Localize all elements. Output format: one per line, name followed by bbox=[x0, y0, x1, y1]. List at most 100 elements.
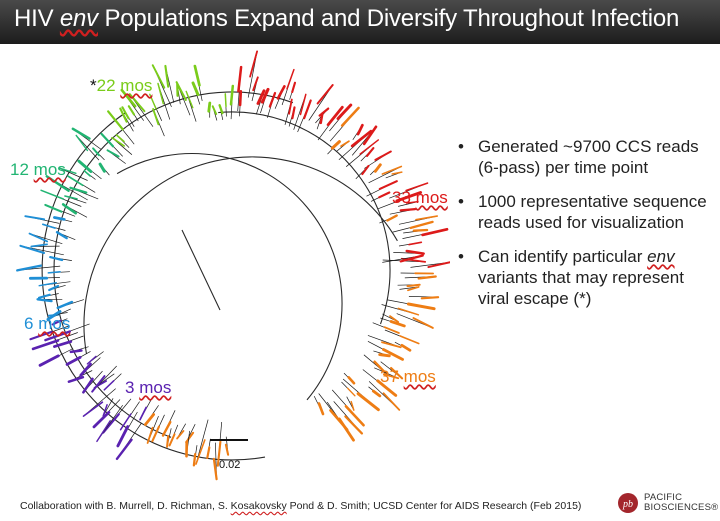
tree-leaf-cluster bbox=[391, 171, 403, 175]
tree-leaf-cluster bbox=[58, 167, 77, 175]
tree-leaf-cluster bbox=[291, 81, 297, 94]
tree-leaf-cluster bbox=[192, 453, 197, 467]
pacbio-logo-text: PACIFIC BIOSCIENCES® bbox=[644, 492, 719, 513]
tree-leaf-cluster bbox=[378, 353, 391, 358]
tree-leaf-cluster bbox=[16, 264, 43, 272]
bullet-list: Generated ~9700 CCS reads (6-pass) per t… bbox=[452, 136, 716, 322]
svg-text:pb: pb bbox=[622, 499, 633, 510]
tree-leaf-cluster bbox=[44, 330, 72, 342]
tree-leaf-cluster bbox=[38, 282, 57, 287]
tree-leaf-cluster bbox=[56, 300, 74, 310]
tree-leaf-cluster bbox=[371, 389, 382, 398]
tree-leaf-cluster bbox=[389, 320, 406, 328]
tree-leaf-cluster bbox=[206, 446, 211, 459]
tree-leaf-cluster bbox=[139, 406, 148, 421]
tree-leaf-cluster bbox=[51, 319, 62, 326]
tree-leaf-cluster bbox=[381, 165, 403, 175]
tree-leaf-cluster bbox=[350, 400, 355, 411]
tree-leaf-cluster bbox=[399, 254, 424, 263]
tree-leaf-cluster bbox=[103, 380, 115, 391]
tree-leaf-cluster bbox=[36, 298, 53, 303]
tree-leaf-cluster bbox=[383, 326, 400, 334]
tree-leaf-cluster bbox=[412, 317, 434, 329]
tree-leaf-cluster bbox=[83, 170, 91, 177]
tree-leaf-cluster bbox=[67, 375, 85, 383]
tree-leaf-cluster bbox=[29, 330, 53, 341]
bullet-item: Generated ~9700 CCS reads (6-pass) per t… bbox=[452, 136, 716, 178]
tree-leaf-cluster bbox=[336, 103, 353, 121]
tree-leaf-cluster bbox=[400, 343, 412, 352]
tree-leaf-cluster bbox=[299, 93, 307, 116]
tree-leaf-cluster bbox=[406, 302, 436, 311]
tree-leaf-cluster bbox=[38, 354, 60, 367]
tree-leaf-cluster bbox=[30, 243, 48, 248]
tree-leaf-cluster bbox=[92, 410, 111, 429]
timepoint-label-3: 3 mos bbox=[125, 378, 172, 397]
tree-leaf-cluster bbox=[249, 50, 259, 78]
tree-leaf-cluster bbox=[427, 261, 450, 269]
tree-leaf-cluster bbox=[417, 275, 437, 280]
tree-leaf-cluster bbox=[407, 286, 420, 292]
timepoint-label-12: 12 mos bbox=[10, 160, 66, 179]
tree-leaf-cluster bbox=[152, 108, 160, 126]
bullet-item: 1000 representative sequence reads used … bbox=[452, 191, 716, 233]
tree-leaf-cluster bbox=[207, 101, 212, 113]
tree-leaf-cluster bbox=[53, 216, 66, 221]
tree-leaf-cluster bbox=[191, 81, 200, 96]
tree-leaf-cluster bbox=[146, 426, 154, 444]
tree-leaf-cluster bbox=[252, 76, 259, 92]
tree-leaf-cluster bbox=[378, 191, 391, 199]
tree-leaf-cluster bbox=[330, 140, 341, 150]
tree-leaf-cluster bbox=[24, 215, 46, 221]
tree-leaf-cluster bbox=[361, 164, 370, 176]
tree-leaf-cluster bbox=[143, 413, 156, 426]
tree-leaf-cluster bbox=[41, 223, 56, 229]
title-bar: HIV env Populations Expand and Diversify… bbox=[0, 0, 720, 44]
tree-leaf-cluster bbox=[82, 401, 104, 417]
tree-leaf-cluster bbox=[211, 105, 218, 115]
tree-leaf-cluster bbox=[47, 271, 61, 274]
tree-leaf-cluster bbox=[55, 230, 68, 240]
tree-leaf-cluster bbox=[268, 91, 277, 108]
tree-leaf-cluster bbox=[86, 355, 97, 365]
tree-leaf-cluster bbox=[37, 293, 51, 299]
tree-leaf-cluster bbox=[397, 307, 420, 316]
tree-leaf-cluster bbox=[399, 207, 417, 212]
tree-leaf-cluster bbox=[216, 440, 222, 467]
tree-leaf-cluster bbox=[405, 182, 429, 192]
tree-leaf-cluster bbox=[362, 125, 378, 146]
tree-leaf-cluster bbox=[356, 392, 380, 412]
footer-credit: Collaboration with B. Murrell, D. Richma… bbox=[20, 500, 582, 512]
tree-leaf-cluster bbox=[376, 379, 398, 397]
tree-leaf-cluster bbox=[115, 134, 125, 143]
tree-leaf-cluster bbox=[373, 360, 387, 375]
tree-leaf-cluster bbox=[44, 203, 63, 213]
tree-leaf-cluster bbox=[120, 88, 137, 108]
tree-leaf-cluster bbox=[350, 129, 373, 148]
tree-leaf-cluster bbox=[409, 220, 434, 230]
tree-leaf-cluster bbox=[45, 175, 70, 192]
tree-leaf-cluster bbox=[49, 256, 64, 262]
tree-leaf-cluster bbox=[48, 284, 60, 292]
tree-leaf-cluster bbox=[193, 64, 201, 87]
tree-leaf-cluster bbox=[157, 82, 165, 105]
tree-leaf-cluster bbox=[346, 387, 356, 397]
tree-leaf-cluster bbox=[127, 105, 136, 116]
tree-leaf-cluster bbox=[64, 195, 78, 200]
tree-leaf-cluster bbox=[98, 162, 106, 173]
bullet-item: Can identify particular env variants tha… bbox=[452, 246, 716, 309]
tree-leaf-cluster bbox=[106, 149, 120, 158]
tree-leaf-cluster bbox=[111, 136, 125, 147]
tree-leaf-cluster bbox=[356, 123, 364, 136]
tree-leaf-cluster bbox=[82, 377, 94, 394]
tree-leaf-cluster bbox=[276, 85, 286, 100]
tree-leaf-cluster bbox=[344, 415, 364, 435]
tree-leaf-cluster bbox=[151, 64, 166, 89]
tree-leaf-cluster bbox=[329, 409, 349, 431]
tree-leaf-cluster bbox=[359, 139, 379, 155]
tree-leaf-cluster bbox=[406, 283, 421, 288]
tree-leaf-cluster bbox=[237, 65, 243, 93]
tree-leaf-cluster bbox=[175, 81, 187, 101]
phylogenetic-tree bbox=[16, 50, 450, 481]
tree-leaf-cluster bbox=[166, 435, 170, 448]
